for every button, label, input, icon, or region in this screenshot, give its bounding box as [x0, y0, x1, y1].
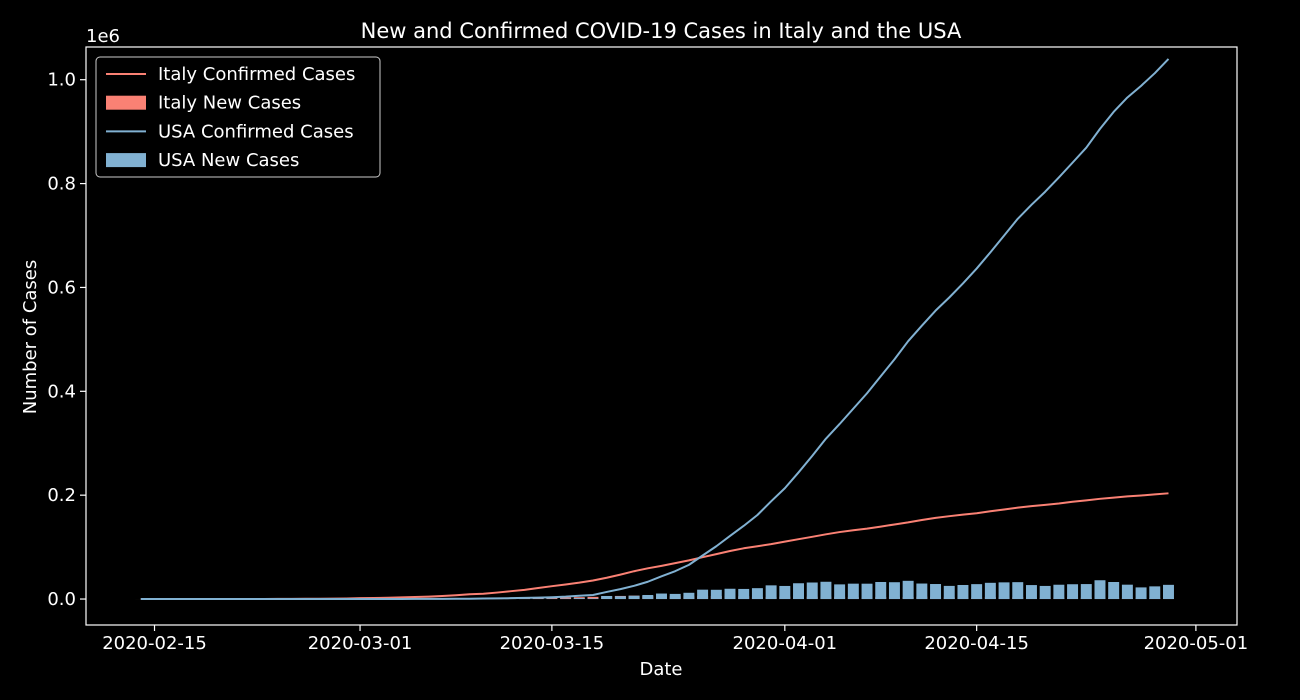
x-tick-label: 2020-04-15	[924, 633, 1029, 654]
y-tick-label: 0.8	[47, 174, 76, 195]
bar-usa-new-cases-2020-04-23	[1080, 584, 1092, 600]
y-tick-label: 0.6	[47, 277, 76, 298]
bar-usa-new-cases-2020-04-18	[1012, 582, 1024, 600]
bar-usa-new-cases-2020-04-19	[1025, 585, 1037, 600]
bar-usa-new-cases-2020-04-05	[834, 584, 846, 600]
line-usa-confirmed-cases	[140, 58, 1170, 601]
bar-usa-new-cases-2020-04-25	[1108, 582, 1120, 600]
bar-usa-new-cases-2020-04-02	[793, 583, 804, 600]
bar-usa-new-cases-2020-03-25	[683, 592, 695, 600]
legend-box	[95, 56, 381, 178]
plot-area: 2020-02-15 2020-03-01 2020-03-15 2020-04-01…	[47, 46, 1249, 654]
x-tick-label: 2020-03-15	[500, 633, 605, 654]
bar-usa-new-cases-2020-03-20	[614, 596, 626, 600]
bar-usa-new-cases-2020-04-14	[957, 584, 969, 600]
plot-frame	[85, 46, 1238, 626]
chart-title: New and Confirmed COVID-19 Cases in Ital…	[361, 19, 962, 43]
x-axis-title: Date	[639, 659, 682, 680]
x-tick-label: 2020-02-15	[102, 633, 207, 654]
bar-usa-new-cases-2020-03-16	[560, 598, 572, 600]
legend: Italy Confirmed Cases Italy New Cases USA …	[95, 56, 381, 178]
bar-usa-new-cases-2020-04-15	[971, 584, 983, 600]
bar-usa-new-cases-2020-04-01	[779, 585, 791, 600]
bar-usa-new-cases-2020-04-29	[1163, 584, 1174, 600]
x-tick-label: 2020-03-01	[308, 633, 413, 654]
bar-usa-new-cases-2020-04-04	[820, 581, 832, 600]
bar-usa-new-cases-2020-03-30	[751, 588, 763, 600]
bar-usa-new-cases-2020-04-24	[1094, 580, 1106, 600]
legend-bar-swatch	[106, 95, 146, 110]
bar-usa-new-cases-2020-04-27	[1135, 587, 1147, 600]
bar-usa-new-cases-2020-04-03	[806, 582, 818, 600]
bar-usa-new-cases-2020-04-09	[888, 582, 900, 600]
bar-usa-new-cases-2020-03-19	[601, 595, 613, 600]
bar-usa-new-cases-2020-04-22	[1067, 584, 1079, 600]
bar-italy-new-cases-2020-03-16	[560, 597, 572, 600]
bar-usa-new-cases-2020-04-20	[1039, 585, 1051, 600]
bar-usa-new-cases-2020-04-12	[930, 584, 942, 600]
bar-usa-new-cases-2020-04-08	[875, 581, 887, 600]
y-axis-title: Number of Cases	[20, 260, 41, 415]
bar-usa-new-cases-2020-04-11	[916, 583, 928, 600]
bar-usa-new-cases-2020-04-13	[943, 585, 955, 600]
bar-usa-new-cases-2020-03-27	[710, 589, 722, 600]
bar-italy-new-cases-2020-03-18	[587, 596, 599, 600]
bar-usa-new-cases-2020-03-24	[669, 593, 681, 600]
y-tick-label: 1.0	[47, 70, 76, 91]
y-offset-label: 1e6	[86, 26, 120, 47]
bar-usa-new-cases-2020-04-16	[984, 582, 996, 600]
y-tick-label: 0.0	[47, 589, 76, 610]
x-tick-label: 2020-05-01	[1144, 633, 1249, 654]
bar-usa-new-cases-2020-03-28	[724, 588, 736, 600]
legend-entry-label: Italy New Cases	[158, 93, 301, 114]
legend-entry-label: Italy Confirmed Cases	[158, 64, 355, 85]
bar-usa-new-cases-2020-03-31	[765, 585, 777, 600]
bar-usa-new-cases-2020-04-17	[998, 582, 1010, 600]
bar-usa-new-cases-2020-03-21	[628, 595, 640, 600]
x-tick-label: 2020-04-01	[733, 633, 838, 654]
series-bars-usa-new-cases	[135, 580, 1174, 600]
bar-usa-new-cases-2020-03-22	[642, 594, 654, 600]
y-tick-label: 0.4	[47, 381, 76, 402]
legend-bar-swatch	[106, 153, 146, 168]
bar-usa-new-cases-2020-04-06	[847, 583, 859, 600]
y-tick-label: 0.2	[47, 485, 76, 506]
bar-usa-new-cases-2020-04-07	[861, 583, 873, 600]
bar-usa-new-cases-2020-04-10	[902, 580, 914, 600]
bar-usa-new-cases-2020-03-29	[738, 588, 750, 600]
bar-usa-new-cases-2020-04-28	[1149, 586, 1161, 600]
bar-usa-new-cases-2020-03-23	[656, 593, 667, 600]
bar-usa-new-cases-2020-04-26	[1121, 584, 1133, 600]
legend-entry-label: USA Confirmed Cases	[158, 121, 354, 142]
bar-usa-new-cases-2020-03-18	[587, 598, 599, 600]
legend-entry-label: USA New Cases	[158, 150, 299, 171]
bar-usa-new-cases-2020-03-17	[573, 598, 585, 600]
bar-usa-new-cases-2020-03-26	[697, 589, 709, 600]
bar-usa-new-cases-2020-04-21	[1053, 584, 1065, 600]
